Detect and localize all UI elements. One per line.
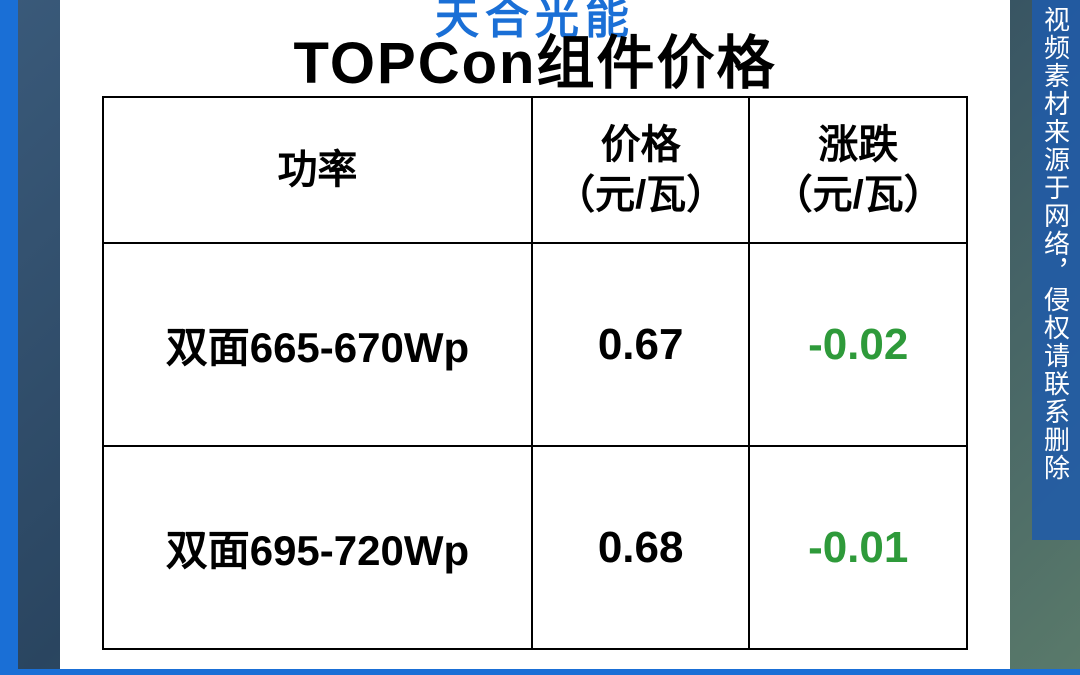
watermark-strip: 视频素材来源于网络，侵权请联系删除 [1032,0,1080,540]
col-price-l1: 价格 [601,123,681,167]
table-row: 双面665-670Wp 0.67 -0.02 [103,243,967,446]
cell-change: -0.02 [749,243,967,446]
cell-price: 0.68 [532,446,750,649]
page-title: TOPCon组件价格 [60,16,1010,100]
table-header-row: 功率 价格 （元/瓦） 涨跌 （元/瓦） [103,97,967,243]
col-power-l1: 功率 [277,148,357,192]
col-change-l2: （元/瓦） [773,173,944,217]
cell-power: 双面695-720Wp [103,446,532,649]
watermark-text: 视频素材来源于网络，侵权请联系删除 [1038,6,1075,482]
cell-price: 0.67 [532,243,750,446]
cell-power: 双面665-670Wp [103,243,532,446]
col-power: 功率 [103,97,532,243]
col-change: 涨跌 （元/瓦） [749,97,967,243]
content-card: 天合光能 TOPCon组件价格 功率 价格 （元/瓦） 涨跌 （元/瓦） [60,0,1010,675]
table-row: 双面695-720Wp 0.68 -0.01 [103,446,967,649]
price-table: 功率 价格 （元/瓦） 涨跌 （元/瓦） 双面665-670Wp 0.67 -0… [102,96,968,650]
col-price: 价格 （元/瓦） [532,97,750,243]
col-change-l1: 涨跌 [818,123,898,167]
cell-change: -0.01 [749,446,967,649]
col-price-l2: （元/瓦） [555,173,726,217]
